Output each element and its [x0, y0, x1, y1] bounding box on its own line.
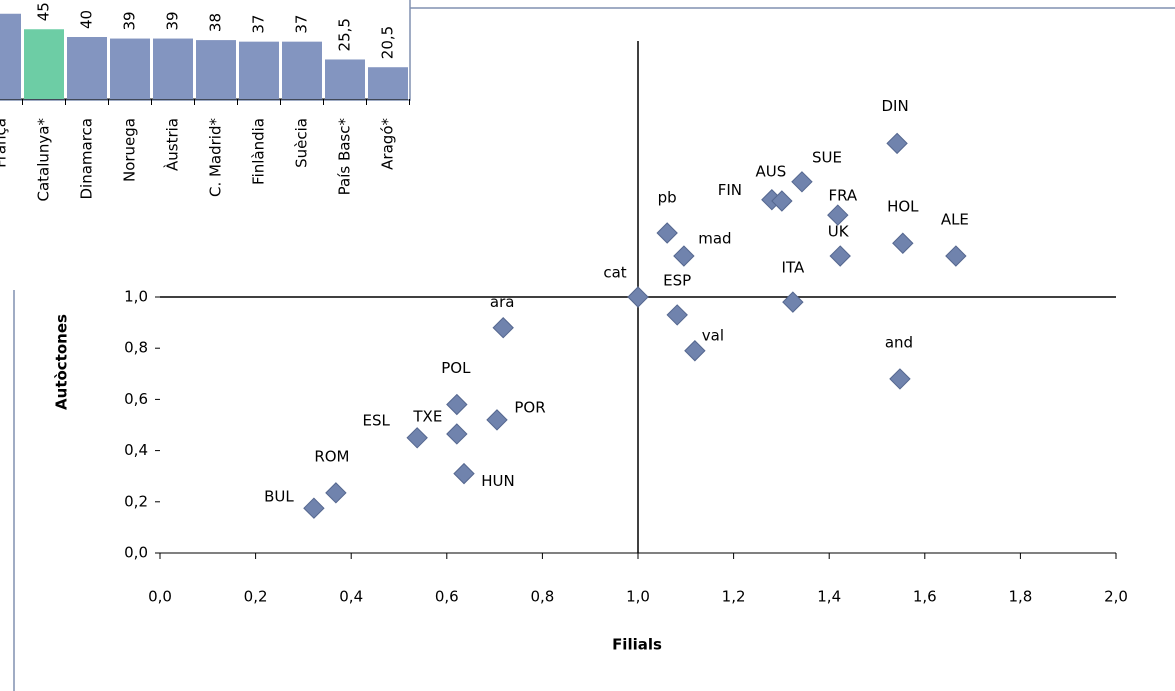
- inset-value-label: 40: [78, 10, 96, 29]
- point-label: DIN: [881, 97, 908, 115]
- x-tick-label: 0,2: [244, 588, 268, 606]
- inset-value-label: 20,5: [379, 26, 397, 59]
- point: [892, 232, 914, 254]
- y-tick-label: 1,0: [124, 288, 148, 306]
- point-label: FRA: [828, 187, 857, 205]
- inset-category-label: Aragó*: [379, 118, 397, 170]
- point: [406, 427, 428, 449]
- point-label: UK: [828, 223, 850, 241]
- inset-category-label: Finlàndia: [250, 118, 268, 185]
- inset-bar: [153, 38, 193, 99]
- inset-value-label: 37: [293, 15, 311, 34]
- point-label: ALE: [941, 211, 969, 229]
- y-tick-label: 0,2: [124, 492, 148, 510]
- x-tick-label: 2,0: [1104, 588, 1128, 606]
- x-tick-label: 0,4: [339, 588, 363, 606]
- point-label: AUS: [755, 163, 786, 181]
- point: [673, 245, 695, 267]
- inset-category-label: Noruega: [121, 118, 139, 182]
- inset-bar: [24, 29, 64, 99]
- point-label: POR: [514, 398, 545, 416]
- x-tick-label: 0,0: [148, 588, 172, 606]
- y-tick-label: 0,6: [124, 390, 148, 408]
- x-tick-label: 1,4: [817, 588, 841, 606]
- x-tick-label: 1,2: [722, 588, 746, 606]
- y-tick-label: 0,8: [124, 339, 148, 357]
- point-label: HUN: [481, 472, 514, 490]
- point: [886, 132, 908, 155]
- point: [453, 462, 475, 485]
- x-tick-label: 0,6: [435, 588, 459, 606]
- inset-value-label: 45: [35, 2, 53, 21]
- point: [492, 317, 514, 339]
- point: [827, 204, 849, 226]
- x-axis-title: Filials: [612, 636, 662, 654]
- point-label: ESP: [663, 271, 691, 289]
- y-tick-label: 0,4: [124, 441, 148, 459]
- point: [446, 423, 468, 445]
- inset-bar: [110, 38, 150, 99]
- inset-value-label: 25,5: [336, 18, 354, 51]
- point-label: FIN: [718, 181, 742, 199]
- point-label: SUE: [812, 148, 842, 166]
- inset-bar: [239, 41, 279, 99]
- inset-bar: [196, 40, 236, 99]
- point: [656, 222, 678, 244]
- inset-category-label: C. Madrid*: [207, 118, 225, 198]
- inset-category-label: França: [0, 118, 10, 168]
- point: [945, 245, 967, 267]
- point-label: TXE: [412, 407, 442, 425]
- inset-bar: [0, 13, 21, 99]
- inset-value-label: 38: [207, 13, 225, 32]
- point-label: pb: [658, 189, 677, 207]
- point-label: and: [885, 333, 913, 351]
- point: [303, 497, 325, 519]
- y-tick-label: 0,0: [124, 544, 148, 562]
- point-label: val: [702, 326, 724, 344]
- point-label: ROM: [314, 447, 349, 465]
- inset-bar: [368, 67, 408, 99]
- inset-frame: [0, 0, 411, 101]
- point-label: ara: [490, 293, 515, 311]
- point-label: BUL: [264, 488, 294, 506]
- point: [325, 482, 347, 504]
- inset-category-label: Suècia: [293, 118, 311, 168]
- point: [684, 340, 706, 362]
- point: [666, 304, 688, 326]
- point-label: POL: [441, 359, 471, 377]
- point-label: HOL: [887, 198, 919, 216]
- x-tick-label: 1,0: [626, 588, 650, 606]
- point-label: ITA: [782, 259, 805, 277]
- point-label: ESL: [362, 411, 390, 429]
- inset-value-label: 39: [164, 11, 182, 30]
- point: [791, 171, 813, 193]
- point-label: cat: [603, 264, 626, 282]
- point-label: mad: [698, 230, 731, 248]
- point: [486, 409, 508, 431]
- point: [771, 190, 793, 212]
- point: [889, 368, 911, 390]
- inset-category-label: Dinamarca: [78, 118, 96, 200]
- x-tick-label: 0,8: [530, 588, 554, 606]
- x-tick-label: 1,8: [1008, 588, 1032, 606]
- inset-category-label: Catalunya*: [35, 118, 53, 202]
- x-tick-label: 1,6: [913, 588, 937, 606]
- inset-bar: [325, 59, 365, 99]
- inset-category-label: Àustria: [163, 118, 182, 171]
- inset-bar: [282, 41, 322, 99]
- point: [446, 393, 468, 416]
- point: [829, 245, 851, 267]
- inset-category-label: País Basc*: [336, 118, 354, 196]
- point: [627, 286, 649, 308]
- inset-bar: [67, 37, 107, 99]
- y-axis-title: Autòctones: [53, 314, 71, 410]
- point: [782, 291, 804, 313]
- inset-value-label: 37: [250, 15, 268, 34]
- inset-value-label: 39: [121, 11, 139, 30]
